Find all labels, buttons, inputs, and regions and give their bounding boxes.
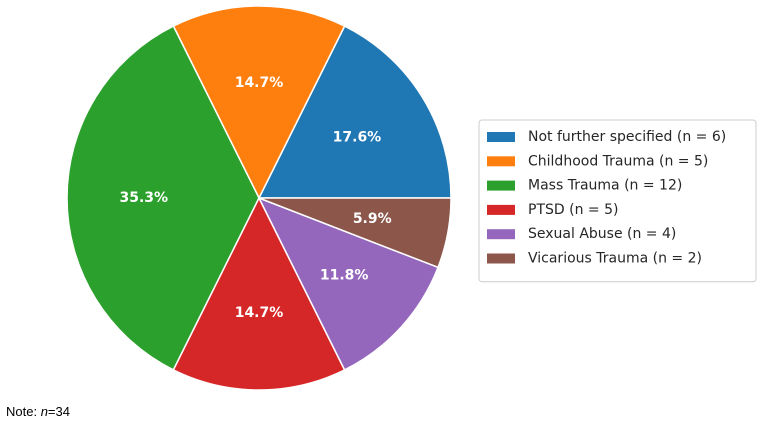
slice-label-5: 5.9%: [353, 211, 392, 227]
pie-slice-5: [258, 197, 452, 269]
legend-label-3: PTSD (n = 5): [528, 202, 618, 218]
pie-slice-4: [258, 197, 439, 371]
pie-slices: [66, 5, 452, 391]
legend-label-5: Vicarious Trauma (n = 2): [528, 251, 702, 267]
slice-label-3: 14.7%: [235, 305, 284, 321]
legend-swatch-4: [487, 229, 515, 240]
legend-frame: [478, 119, 757, 283]
slice-label-1: 14.7%: [235, 75, 284, 91]
legend-swatch-0: [487, 132, 515, 142]
slice-label-0: 17.6%: [333, 129, 382, 145]
pie-chart: 17.6% 14.7% 35.3% 14.7% 11.8% 5.9% Not furthe…: [66, 5, 757, 391]
note-italic: n: [40, 404, 48, 419]
pie-slice-1: [172, 5, 346, 199]
slice-label-2: 35.3%: [120, 190, 169, 206]
legend-label-4: Sexual Abuse (n = 4): [528, 226, 676, 242]
legend-swatch-2: [487, 180, 515, 191]
slice-label-4: 11.8%: [320, 268, 369, 284]
legend-swatch-5: [487, 253, 515, 264]
legend-label-2: Mass Trauma (n = 12): [528, 178, 682, 194]
legend-label-1: Childhood Trauma (n = 5): [528, 153, 708, 169]
footnote: Note: n=34: [6, 404, 70, 419]
legend-swatch-1: [487, 156, 515, 167]
legend-swatch-3: [487, 204, 515, 215]
legend: Not further specified (n = 6) Childhood T…: [478, 119, 757, 283]
note-prefix: Note:: [6, 404, 41, 419]
pie-slice-0: [258, 25, 452, 199]
pie-slice-2: [66, 25, 260, 371]
pie-slice-labels: 17.6% 14.7% 35.3% 14.7% 11.8% 5.9%: [120, 75, 392, 321]
legend-label-0: Not further specified (n = 6): [528, 129, 726, 145]
pie-slice-3: [172, 197, 346, 391]
note-suffix: =34: [47, 404, 70, 419]
